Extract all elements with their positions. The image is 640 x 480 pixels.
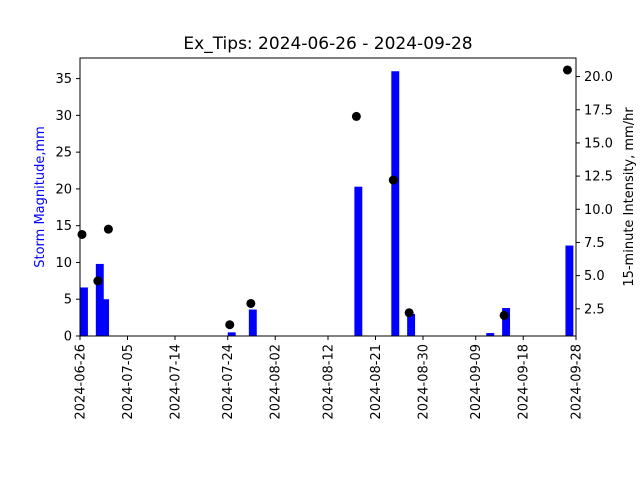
data-point: [562, 65, 572, 75]
data-point: [225, 320, 235, 330]
bar: [486, 333, 495, 336]
plot-area: 0 5 10 15 20 25 30 35 2.5 5.0 7.5 10.0 12.5 15.0 17.5 2…: [55, 57, 613, 420]
x-tick-label: 2024-08-21: [369, 344, 384, 420]
y2-tick-label: 5.0: [584, 269, 605, 284]
bar: [391, 71, 400, 336]
chart-title: Ex_Tips: 2024-06-26 - 2024-09-28: [183, 34, 472, 54]
bar: [101, 299, 110, 336]
x-tick-label: 2024-07-05: [121, 344, 136, 420]
x-tick-label: 2024-07-14: [168, 344, 183, 420]
x-tick-label: 2024-09-09: [469, 344, 484, 420]
y2-tick-label: 20.0: [584, 70, 613, 85]
y-tick-label: 0: [64, 330, 72, 345]
y2-tick-label: 10.0: [584, 203, 613, 218]
data-point: [246, 298, 256, 308]
y-tick-label: 5: [64, 293, 72, 308]
y2-tick-label: 7.5: [584, 236, 605, 251]
y-tick-label: 25: [55, 146, 72, 161]
x-tick-label: 2024-08-12: [322, 344, 337, 420]
data-point: [351, 111, 361, 121]
y2-axis-label: 15-minute Intensity, mm/hr: [622, 107, 637, 287]
y-tick-label: 15: [55, 219, 72, 234]
x-tick-label: 2024-08-30: [416, 344, 431, 420]
y-tick-label: 20: [55, 182, 72, 197]
data-point: [77, 229, 87, 239]
y-tick-label: 10: [55, 256, 72, 271]
data-point: [388, 175, 398, 185]
data-point: [404, 308, 414, 318]
x-tick-label: 2024-08-02: [269, 344, 284, 420]
y-tick-label: 35: [55, 72, 72, 87]
bar: [248, 309, 257, 336]
data-point: [93, 276, 103, 286]
bar: [502, 308, 511, 336]
x-tick-label: 2024-09-28: [570, 344, 585, 420]
bar: [80, 287, 88, 336]
data-point: [499, 310, 509, 320]
bar: [95, 263, 104, 336]
x-tick-label: 2024-06-26: [74, 344, 89, 420]
x-tick-label: 2024-07-24: [221, 344, 236, 420]
bar: [227, 332, 236, 336]
y2-tick-label: 17.5: [584, 103, 613, 118]
y2-tick-label: 2.5: [584, 302, 605, 317]
bar: [565, 245, 574, 336]
y2-tick-label: 15.0: [584, 136, 613, 151]
x-tick-label: 2024-09-18: [517, 344, 532, 420]
bar: [354, 186, 363, 336]
bar: [407, 313, 416, 336]
y-tick-label: 30: [55, 109, 72, 124]
y-axis-label: Storm Magnitude,mm: [33, 126, 48, 268]
data-point: [103, 224, 113, 234]
y2-tick-label: 12.5: [584, 170, 613, 185]
